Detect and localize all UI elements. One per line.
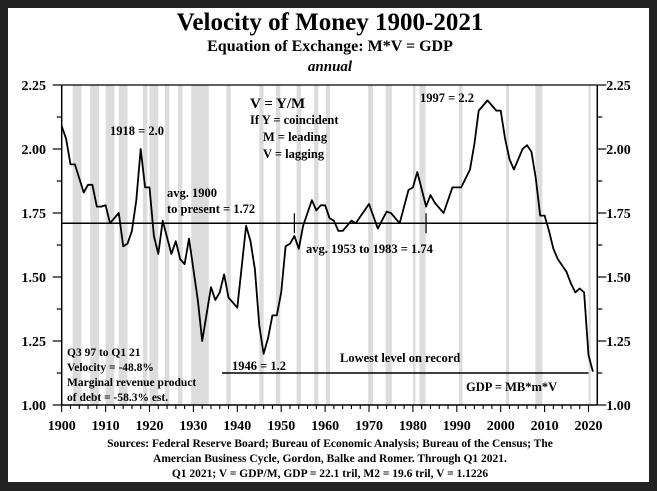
annotation-q-1: Q3 97 to Q1 21	[67, 347, 141, 359]
sources-line-2: Amercian Business Cycle, Gordon, Balke a…	[153, 453, 507, 465]
x-tick-label: 1920	[136, 419, 164, 434]
y-tick-label-left: 2.25	[22, 79, 47, 94]
recession-band	[275, 85, 281, 405]
annotation-low-1946: 1946 = 1.2	[232, 359, 286, 373]
recession-band	[149, 85, 159, 405]
x-tick-label: 1930	[179, 419, 207, 434]
x-tick-label: 2010	[531, 419, 559, 434]
annotation-if-y: If Y = coincident	[250, 113, 339, 127]
recession-band	[226, 85, 231, 405]
y-tick-label-left: 1.00	[22, 399, 47, 414]
y-tick-label-left: 2.00	[22, 143, 47, 158]
recession-band	[412, 85, 416, 405]
recession-band	[588, 85, 591, 405]
x-tick-label: 1990	[443, 419, 471, 434]
annotation-v-lagging: V = lagging	[263, 147, 325, 161]
y-tick-label-right: 1.25	[606, 335, 631, 350]
recession-band	[259, 85, 264, 405]
recession-band	[90, 85, 100, 405]
y-tick-label-right: 1.50	[606, 271, 631, 286]
y-tick-label-left: 1.50	[22, 271, 47, 286]
recession-band	[142, 85, 148, 405]
y-tick-label-left: 1.75	[22, 207, 47, 222]
chart-title: Velocity of Money 1900-2021	[177, 9, 484, 36]
chart-subtitle: Equation of Exchange: M*V = GDP	[207, 38, 453, 55]
annotation-gdp-formula: GDP = MB*m*V	[466, 380, 557, 394]
recession-band	[325, 85, 330, 405]
annotation-peak-1997: 1997 = 2.2	[420, 91, 474, 105]
x-tick-label: 1960	[311, 419, 339, 434]
recession-band	[72, 85, 82, 405]
y-tick-label-right: 1.75	[606, 207, 631, 222]
x-tick-label: 1900	[48, 419, 76, 434]
x-tick-label: 1910	[92, 419, 120, 434]
recession-band	[178, 85, 183, 405]
annotation-m-leading: M = leading	[263, 130, 328, 144]
x-tick-label: 1980	[399, 419, 427, 434]
y-tick-label-right: 2.25	[606, 79, 631, 94]
x-tick-label: 1950	[267, 419, 295, 434]
recession-band	[191, 85, 209, 405]
recession-band	[458, 85, 463, 405]
x-tick-label: 2000	[487, 419, 515, 434]
frequency-label: annual	[308, 59, 353, 75]
sources-line-3: Q1 2021; V = GDP/M, GDP = 22.1 tril, M2 …	[172, 468, 489, 480]
recession-band	[314, 85, 319, 405]
annotation-q-3: Marginal revenue product	[67, 377, 196, 389]
y-tick-label-right: 1.00	[606, 399, 631, 414]
recession-band	[535, 85, 543, 405]
x-tick-label: 2020	[575, 419, 603, 434]
recession-band	[368, 85, 373, 405]
velocity-line	[60, 99, 594, 372]
annotation-q-2: Velocity = -48.8%	[67, 362, 154, 374]
recession-band	[505, 85, 510, 405]
recession-band	[419, 85, 426, 405]
sources-line-1: Sources: Federal Reserve Board; Bureau o…	[107, 438, 553, 450]
y-tick-label-left: 1.25	[22, 335, 47, 350]
annotation-lowest: Lowest level on record	[340, 351, 460, 365]
recession-band	[164, 85, 170, 405]
annotation-avg-2: to present = 1.72	[167, 202, 255, 216]
annotation-q-4: of debt = -58.3% est.	[67, 392, 168, 404]
annotation-avg-1: avg. 1900	[167, 186, 217, 200]
x-tick-label: 1940	[223, 419, 251, 434]
annotation-formula: V = Y/M	[250, 96, 305, 112]
annotation-avg-1953-1983: avg. 1953 to 1983 = 1.74	[306, 242, 434, 256]
x-tick-label: 1970	[355, 419, 383, 434]
recession-band	[385, 85, 392, 405]
recession-band	[105, 85, 115, 405]
y-tick-label-right: 2.00	[606, 143, 631, 158]
annotation-peak-1918: 1918 = 2.0	[110, 124, 164, 138]
